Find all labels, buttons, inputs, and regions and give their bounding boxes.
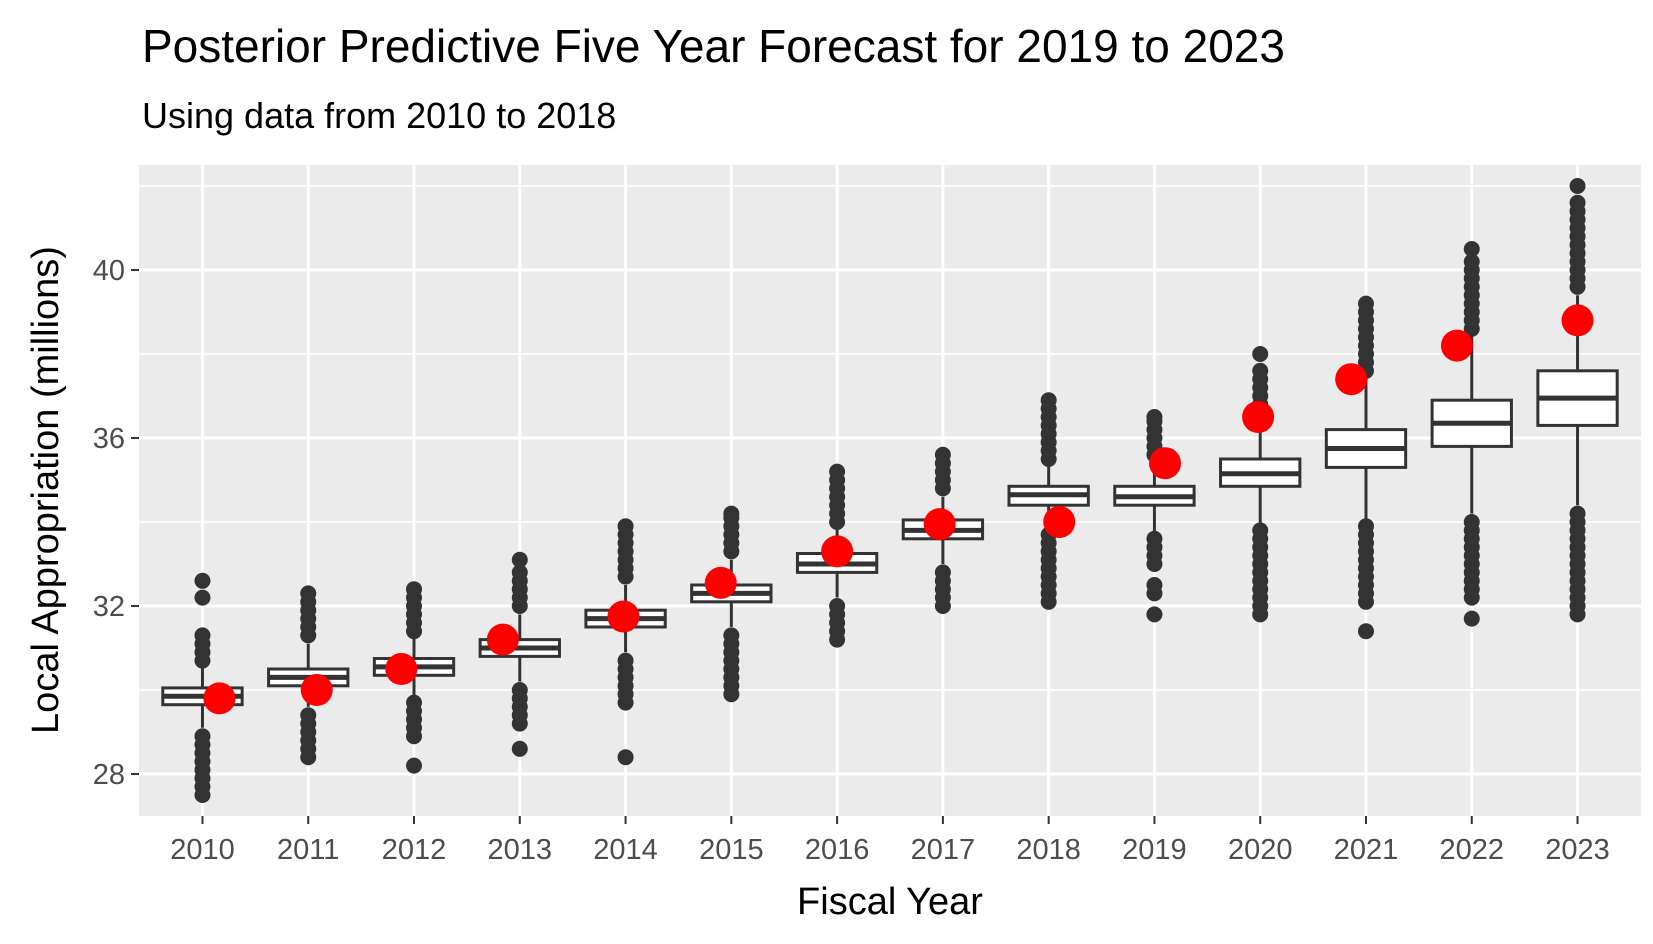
- x-tick-label: 2021: [1334, 834, 1399, 866]
- observed-point-2020: [1242, 401, 1275, 433]
- box-2022: [1430, 241, 1513, 627]
- outlier-point: [1040, 392, 1057, 409]
- outlier-point: [934, 564, 951, 581]
- x-axis-ticks: 2010 2011 2012 2013 2014 2015 2016 2017 2018 2019…: [170, 816, 1610, 866]
- outlier-point: [1357, 623, 1374, 640]
- x-tick-label: 2022: [1440, 834, 1505, 866]
- x-tick-label: 2023: [1545, 834, 1610, 866]
- outlier-point: [829, 463, 846, 480]
- outlier-point: [406, 757, 423, 774]
- x-tick-label: 2020: [1228, 834, 1293, 866]
- observed-point-2016: [821, 535, 854, 568]
- observed-point-2017: [923, 508, 956, 541]
- outlier-point: [1463, 610, 1480, 627]
- observed-point-2013: [486, 623, 519, 656]
- observed-series: [203, 304, 1594, 715]
- outlier-point: [406, 581, 423, 598]
- outlier-point: [1463, 253, 1480, 270]
- outlier-point: [511, 682, 528, 698]
- observed-point-2011: [300, 674, 333, 706]
- outlier-point: [617, 749, 634, 766]
- outlier-point: [194, 589, 211, 606]
- plot-panel: [139, 165, 1641, 816]
- y-tick-label: 40: [93, 255, 125, 287]
- outlier-point: [617, 518, 634, 535]
- x-tick-label: 2013: [488, 834, 553, 866]
- x-tick-label: 2018: [1016, 834, 1081, 866]
- outlier-point: [406, 694, 423, 711]
- box-2018: [1007, 392, 1090, 610]
- grid-minor: [139, 185, 1641, 691]
- x-tick-label: 2014: [593, 834, 658, 866]
- outlier-point: [617, 652, 634, 669]
- outlier-point: [511, 551, 528, 568]
- x-tick-label: 2012: [382, 834, 447, 866]
- outlier-point: [1252, 346, 1269, 362]
- y-tick-label: 28: [93, 759, 125, 791]
- outlier-point: [194, 627, 211, 644]
- observed-point-2022: [1440, 329, 1473, 362]
- outlier-point: [1463, 514, 1480, 530]
- outlier-point: [300, 707, 317, 724]
- observed-point-2010: [203, 682, 236, 715]
- observed-point-2019: [1149, 447, 1182, 480]
- y-axis-title: Local Appropriation (millions): [25, 246, 67, 734]
- outlier-point: [829, 598, 846, 614]
- outlier-point: [1146, 577, 1163, 593]
- outlier-point: [194, 728, 211, 745]
- outlier-point: [300, 585, 317, 602]
- outlier-point: [1146, 409, 1163, 425]
- outlier-point: [1569, 178, 1586, 194]
- x-axis-title: Fiscal Year: [797, 881, 983, 923]
- chart-title: Posterior Predictive Five Year Forecast …: [142, 20, 1285, 72]
- box-2023: [1536, 178, 1619, 623]
- outlier-point: [194, 572, 211, 589]
- x-tick-label: 2017: [911, 834, 976, 866]
- x-tick-label: 2010: [170, 834, 235, 866]
- observed-point-2012: [385, 653, 418, 685]
- outlier-point: [1569, 194, 1586, 211]
- observed-point-2014: [607, 600, 640, 633]
- outlier-point: [1357, 518, 1374, 535]
- observed-point-2015: [704, 566, 737, 599]
- outlier-point: [723, 627, 740, 644]
- box-series: [161, 178, 1619, 803]
- y-tick-label: 32: [93, 591, 125, 623]
- y-tick-label: 36: [93, 423, 125, 455]
- outlier-point: [511, 564, 528, 581]
- box-2021: [1324, 295, 1408, 640]
- x-tick-label: 2011: [277, 834, 339, 866]
- outlier-point: [1357, 295, 1374, 312]
- x-tick-label: 2015: [699, 834, 764, 866]
- outlier-point: [934, 446, 951, 463]
- outlier-point: [1463, 241, 1480, 257]
- outlier-point: [1146, 530, 1163, 547]
- observed-point-2018: [1043, 506, 1076, 538]
- x-tick-label: 2019: [1122, 834, 1187, 866]
- outlier-point: [1252, 522, 1269, 539]
- x-tick-label: 2016: [805, 834, 870, 866]
- observed-point-2021: [1335, 363, 1368, 396]
- observed-point-2023: [1561, 304, 1594, 337]
- outlier-point: [723, 505, 740, 522]
- outlier-point: [1569, 505, 1586, 522]
- y-axis-ticks: 28 32 36 40: [93, 255, 139, 791]
- outlier-point: [1252, 362, 1269, 379]
- chart-subtitle: Using data from 2010 to 2018: [142, 95, 616, 136]
- outlier-point: [511, 740, 528, 757]
- outlier-point: [1146, 606, 1163, 623]
- box-2020: [1219, 346, 1302, 623]
